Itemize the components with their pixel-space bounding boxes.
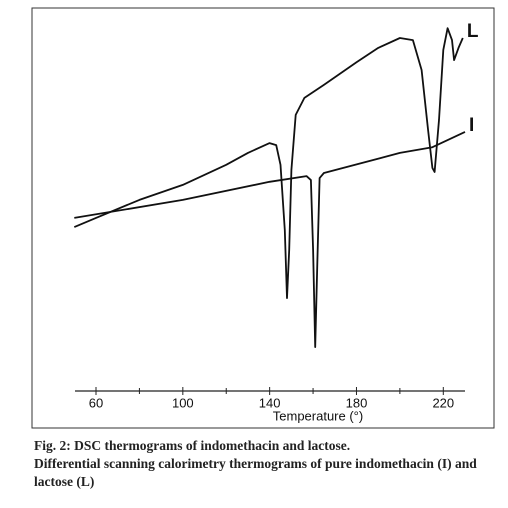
caption: Fig. 2: DSC thermograms of indomethacin … — [34, 437, 500, 491]
x-tick-label: 220 — [432, 395, 454, 410]
caption-text: Differential scanning calorimetry thermo… — [34, 456, 477, 489]
x-tick-label: 180 — [346, 395, 368, 410]
line — [74, 131, 466, 348]
series-label: I — [469, 115, 474, 136]
series-label: L — [467, 21, 479, 42]
x-tick-label: 100 — [172, 395, 194, 410]
line — [73, 27, 464, 299]
caption-title: Fig. 2: DSC thermograms of indomethacin … — [34, 438, 351, 453]
x-tick-label: 60 — [89, 395, 103, 410]
frame — [31, 7, 495, 429]
chart: Temperature (°) 60 100 140 180 220 L I — [31, 7, 495, 429]
x-axis-label: Temperature (°) — [273, 408, 363, 423]
x-tick-label: 140 — [259, 395, 281, 410]
